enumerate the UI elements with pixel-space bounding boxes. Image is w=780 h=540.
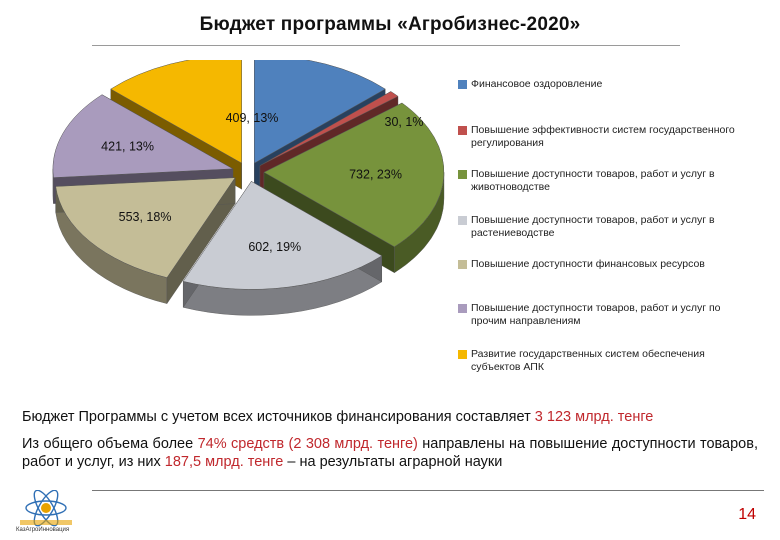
pie-slice: [110, 60, 242, 164]
summary-science-value: 187,5 млрд. тенге: [164, 454, 284, 470]
legend-label: Повышение доступности товаров, работ и у…: [471, 302, 721, 327]
pie-slice: [254, 60, 386, 164]
legend-swatch: [458, 80, 467, 89]
slice-data-label: 602, 19%: [248, 240, 301, 254]
footer-divider: [92, 490, 764, 491]
legend-swatch: [458, 304, 467, 313]
summary-share-intro: Из общего объема более: [22, 436, 198, 452]
summary-line-total: Бюджет Программы с учетом всех источнико…: [22, 408, 758, 426]
slice-data-label: 421, 13%: [101, 140, 154, 154]
summary-share-percent: 74% средств (2 308 млрд. тенге): [197, 436, 418, 452]
summary-line-share: Из общего объема более 74% средств (2 30…: [22, 435, 758, 471]
legend-label: Развитие государственных систем обеспече…: [471, 348, 705, 373]
page-number: 14: [738, 506, 756, 523]
title-divider: [92, 45, 680, 46]
legend-swatch: [458, 126, 467, 135]
slice-data-label: 732, 23%: [349, 167, 402, 181]
legend-label: Повышение доступности финансовых ресурсо…: [471, 258, 705, 270]
summary-total-label: Бюджет Программы с учетом всех источнико…: [22, 409, 535, 425]
slice-data-label: 409, 13%: [226, 111, 279, 125]
legend-label: Повышение доступности товаров, работ и у…: [471, 214, 715, 239]
summary-share-end: – на результаты аграрной науки: [283, 454, 503, 470]
slide-title: Бюджет программы «Агробизнес-2020»: [199, 14, 581, 35]
slice-data-label: 30, 1%: [385, 115, 424, 129]
pie-slice: [263, 102, 445, 248]
pie-slice: [52, 94, 234, 178]
pie-chart: 409, 13% 30, 1% 732, 23% 602, 19% 553, 18% 42…: [52, 60, 445, 316]
legend-swatch: [458, 350, 467, 359]
legend-label: Финансовое оздоровление: [471, 78, 603, 90]
legend-label: Повышение доступности товаров, работ и у…: [471, 168, 715, 193]
pie-slice: [259, 91, 399, 166]
legend-swatch: [458, 170, 467, 179]
summary-text: Бюджет Программы с учетом всех источнико…: [22, 408, 758, 471]
pie-slice: [55, 177, 236, 278]
pie-slice: [182, 181, 383, 290]
slice-data-label: 553, 18%: [119, 210, 172, 224]
atom-logo-icon: [20, 490, 72, 527]
logo-caption: КазАгроИнновация: [16, 527, 70, 533]
legend-label: Повышение эффективности систем государст…: [471, 124, 735, 149]
summary-share-mid: направлены на повышение доступности това…: [22, 436, 758, 470]
legend-swatch: [458, 216, 467, 225]
summary-total-value: 3 123 млрд. тенге: [534, 409, 654, 425]
legend-swatch: [458, 260, 467, 269]
